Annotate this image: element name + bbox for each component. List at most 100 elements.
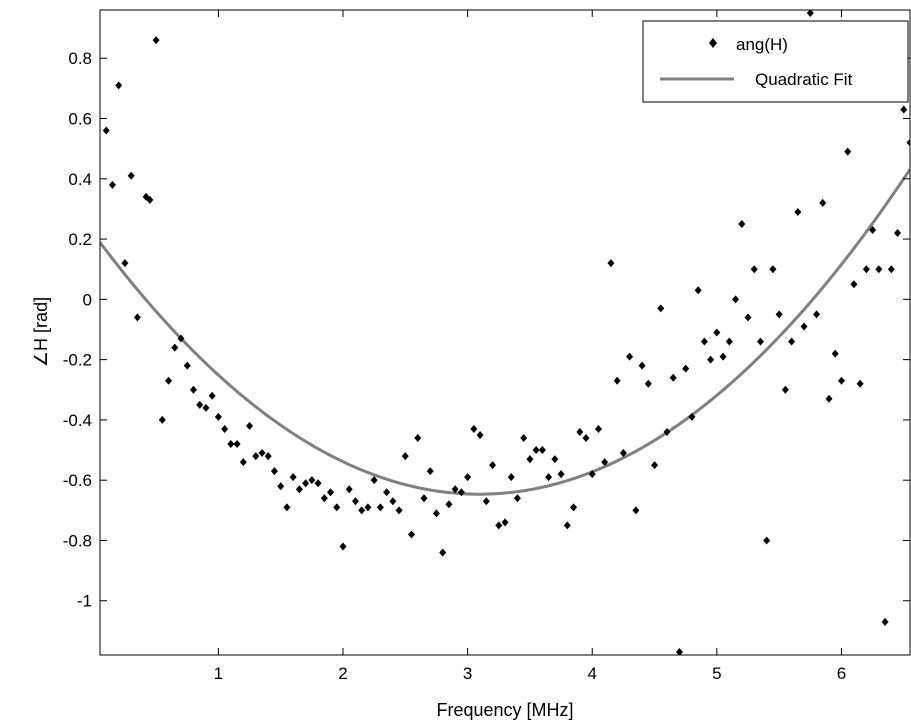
- data-point: [177, 334, 185, 343]
- data-point: [862, 265, 870, 274]
- plot-area-frame: [99, 9, 911, 656]
- data-point: [364, 503, 372, 512]
- data-point: [327, 488, 335, 497]
- data-point: [638, 361, 646, 370]
- x-axis-label: Frequency [MHz]: [436, 700, 573, 720]
- data-point: [289, 473, 297, 482]
- data-point: [339, 542, 347, 551]
- data-point: [133, 313, 141, 322]
- x-tick-label: 5: [712, 664, 721, 683]
- data-point: [819, 198, 827, 207]
- data-point: [358, 506, 366, 515]
- data-point: [495, 521, 503, 530]
- data-point: [663, 427, 671, 436]
- data-point: [682, 364, 690, 373]
- data-point: [507, 473, 515, 482]
- data-point: [563, 521, 571, 530]
- data-point: [127, 171, 135, 180]
- data-point: [694, 286, 702, 295]
- data-point: [732, 295, 740, 304]
- data-point: [146, 195, 154, 204]
- data-point: [183, 361, 191, 370]
- data-point: [700, 337, 708, 346]
- data-point: [513, 494, 521, 503]
- data-point: [121, 259, 129, 268]
- data-point: [464, 473, 472, 482]
- data-point: [221, 424, 229, 433]
- x-tick-label: 6: [837, 664, 846, 683]
- data-point: [214, 412, 222, 421]
- data-point: [613, 376, 621, 385]
- data-point: [775, 310, 783, 319]
- data-point: [688, 412, 696, 421]
- data-point: [906, 138, 910, 147]
- legend-label-ang-h: ang(H): [736, 35, 788, 54]
- data-point: [171, 343, 179, 352]
- data-point: [152, 36, 160, 45]
- data-point: [115, 81, 123, 90]
- data-point: [588, 470, 596, 479]
- data-point: [545, 473, 553, 482]
- data-point: [707, 355, 715, 364]
- data-point: [551, 455, 559, 464]
- y-tick-label: 0.4: [68, 170, 92, 189]
- data-point: [482, 497, 490, 506]
- data-point: [476, 430, 484, 439]
- data-point: [800, 322, 808, 331]
- y-tick-label: -0.6: [63, 471, 92, 490]
- data-point: [252, 452, 260, 461]
- data-point: [719, 352, 727, 361]
- data-point: [520, 433, 528, 442]
- data-point: [626, 352, 634, 361]
- data-point: [426, 467, 434, 476]
- data-point: [295, 485, 303, 494]
- data-point: [756, 337, 764, 346]
- data-point: [763, 536, 771, 545]
- data-point: [277, 482, 285, 491]
- data-point: [202, 403, 210, 412]
- data-point: [750, 265, 758, 274]
- y-tick-label: 0.2: [68, 230, 92, 249]
- data-point: [570, 503, 578, 512]
- data-point: [233, 440, 241, 449]
- data-point: [713, 328, 721, 337]
- data-point: [887, 265, 895, 274]
- data-point: [632, 506, 640, 515]
- data-point: [239, 458, 247, 467]
- y-tick-label: -0.4: [63, 411, 92, 430]
- data-point: [837, 376, 845, 385]
- x-tick-label: 4: [587, 664, 596, 683]
- data-point: [894, 229, 902, 238]
- data-point: [532, 446, 540, 455]
- data-point: [333, 503, 341, 512]
- data-point: [813, 310, 821, 319]
- series-line-quadratic-fit: [100, 168, 910, 496]
- data-point: [246, 421, 254, 430]
- data-point: [607, 259, 615, 268]
- data-point: [158, 415, 166, 424]
- data-point: [538, 446, 546, 455]
- data-point: [308, 476, 316, 485]
- data-point: [432, 509, 440, 518]
- y-tick-label: 0: [83, 290, 92, 309]
- data-point: [794, 207, 802, 216]
- data-point: [738, 219, 746, 228]
- data-point: [526, 455, 534, 464]
- data-point: [881, 617, 889, 626]
- data-point: [875, 265, 883, 274]
- data-point: [270, 467, 278, 476]
- legend-label-quadratic-fit: Quadratic Fit: [755, 70, 853, 89]
- data-point: [769, 265, 777, 274]
- data-point: [489, 461, 497, 470]
- data-point: [401, 452, 409, 461]
- data-point: [850, 280, 858, 289]
- data-point: [501, 518, 509, 527]
- data-point: [445, 500, 453, 509]
- data-point: [102, 126, 110, 135]
- data-point: [108, 180, 116, 189]
- y-tick-label: 0.6: [68, 110, 92, 129]
- y-tick-label: -0.2: [63, 351, 92, 370]
- data-point: [725, 337, 733, 346]
- data-point: [420, 494, 428, 503]
- data-point: [370, 476, 378, 485]
